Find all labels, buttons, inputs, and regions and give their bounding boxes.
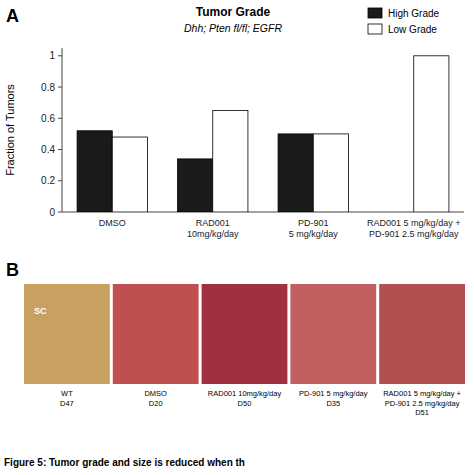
text-line: 5 mg/kg/day [289, 229, 339, 239]
x-tick-label: RAD00110mg/kg/day [187, 218, 239, 239]
image-tile [379, 284, 465, 384]
image-tile [202, 284, 288, 384]
x-tick-label: DMSO [99, 218, 126, 228]
bar [213, 110, 248, 212]
image-label: PD-901 5 mg/kg/dayD35 [299, 389, 368, 408]
text-line: WT [61, 389, 73, 398]
legend: High Grade Low Grade [368, 8, 440, 35]
text-line: DMSO [144, 389, 167, 398]
legend-swatch [368, 8, 382, 18]
text-line: D50 [238, 399, 252, 408]
y-tick [58, 212, 62, 213]
text-line: D51 [415, 408, 429, 417]
bar [414, 56, 449, 212]
bar [112, 137, 147, 212]
image-tile [24, 284, 110, 384]
bar [278, 134, 313, 212]
text-line: RAD001 [196, 218, 230, 228]
legend-entry: High Grade [388, 8, 440, 19]
image-tile [113, 284, 199, 384]
y-tick-label: 0 [49, 207, 55, 218]
y-tick-label: 1 [49, 50, 55, 61]
bars [77, 56, 449, 212]
y-tick [58, 118, 62, 119]
image-label: RAD001 5 mg/kg/day +PD-901 2.5 mg/kg/day… [383, 389, 461, 417]
text-line: RAD001 10mg/kg/day [208, 389, 282, 398]
panel-label: B [6, 260, 19, 280]
image-tile [290, 284, 376, 384]
text-line: RAD001 5 mg/kg/day + [383, 389, 461, 398]
text-line: RAD001 5 mg/kg/day + [367, 218, 460, 228]
y-tick [58, 149, 62, 150]
image-label: WTD47 [60, 389, 74, 408]
title: Tumor Grade [196, 5, 271, 19]
image-label: RAD001 10mg/kg/dayD50 [208, 389, 282, 408]
y-tick-label: 0.4 [41, 144, 55, 155]
y-tick [58, 180, 62, 181]
text-line: D20 [149, 399, 163, 408]
text-line: PD-901 5 mg/kg/day [299, 389, 368, 398]
text-line: D35 [326, 399, 340, 408]
text-line: PD-901 2.5 mg/kg/day [369, 229, 459, 239]
legend-entry: Low Grade [388, 24, 437, 35]
y-tick-label: 0.2 [41, 175, 55, 186]
bar [178, 159, 213, 212]
y-tick-label: 0.8 [41, 82, 55, 93]
text-line: D47 [60, 399, 74, 408]
legend-swatch [368, 24, 382, 34]
figure: A Tumor Grade Dhh; Pten fl/fl; EGFR Fractio… [0, 0, 474, 475]
y-tick-label: 0.6 [41, 113, 55, 124]
y-axis-label: Fraction of Tumors [4, 84, 16, 176]
bar [379, 212, 414, 213]
y-tick [58, 55, 62, 56]
image-label: DMSOD20 [144, 389, 167, 408]
annotation: SC [34, 306, 47, 316]
x-tick-label: RAD001 5 mg/kg/day +PD-901 2.5 mg/kg/day [367, 218, 460, 239]
text-line: PD-901 [298, 218, 329, 228]
bar [77, 131, 112, 212]
text-line: 10mg/kg/day [187, 229, 239, 239]
caption: Figure 5: Tumor grade and size is reduce… [4, 457, 245, 468]
subtitle: Dhh; Pten fl/fl; EGFR [184, 22, 282, 34]
y-tick [58, 87, 62, 88]
x-tick-label: PD-9015 mg/kg/day [289, 218, 339, 239]
y-axis-line [62, 48, 63, 212]
image-panel [24, 284, 465, 384]
text-line: PD-901 2.5 mg/kg/day [385, 399, 460, 408]
y-axis: 0 0.2 0.4 0.6 0.8 1 [41, 48, 464, 218]
text-line: DMSO [99, 218, 126, 228]
panel-label: A [6, 6, 19, 26]
bar [313, 134, 348, 212]
